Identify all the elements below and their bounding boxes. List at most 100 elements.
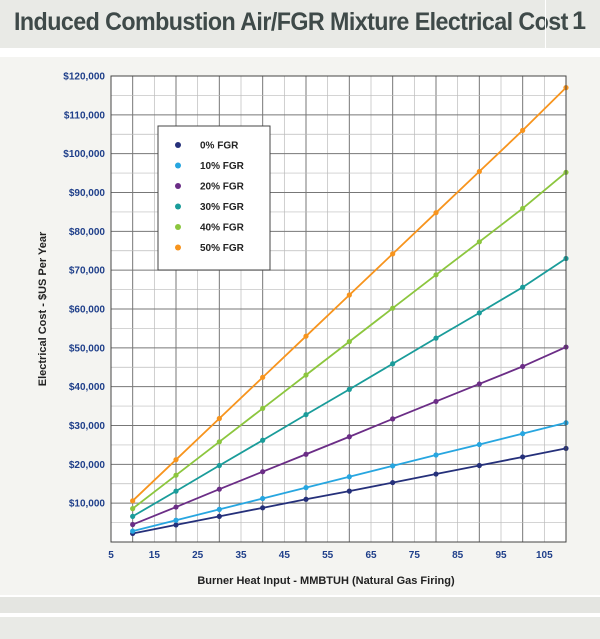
y-tick-label: $50,000: [69, 343, 106, 354]
header-bar: Induced Combustion Air/FGR Mixture Elect…: [0, 0, 600, 48]
data-point: [303, 412, 309, 418]
data-point: [303, 496, 309, 502]
x-tick-label: 105: [536, 550, 553, 561]
data-point: [260, 505, 266, 511]
data-point: [173, 504, 179, 510]
data-point: [476, 168, 482, 175]
data-point: [216, 415, 222, 422]
figure-number: 1: [572, 7, 586, 35]
legend-label: 50% FGR: [200, 243, 245, 254]
legend-marker: [175, 162, 181, 169]
x-tick-label: 5: [108, 550, 114, 561]
data-point: [520, 454, 526, 460]
data-point: [433, 335, 439, 341]
y-tick-label: $90,000: [69, 188, 106, 199]
data-point: [260, 469, 266, 475]
x-tick-label: 35: [235, 550, 247, 561]
data-point: [390, 361, 396, 367]
data-point: [520, 284, 526, 290]
data-point: [216, 513, 222, 519]
legend-marker: [175, 183, 181, 189]
legend-label: 20% FGR: [200, 182, 245, 193]
y-axis-ticks: $10,000 $20,000 $30,000 $40,000 $50,000 $60,0…: [63, 72, 105, 510]
legend-marker: [175, 224, 181, 230]
data-point: [520, 205, 526, 212]
data-point: [130, 498, 136, 504]
y-tick-label: $20,000: [69, 460, 106, 471]
series-group: [130, 420, 569, 534]
data-point: [173, 522, 179, 528]
data-point: [476, 462, 482, 469]
series-group: [130, 169, 569, 512]
y-tick-label: $100,000: [63, 149, 105, 160]
data-point: [476, 441, 482, 448]
data-point: [520, 431, 526, 437]
y-tick-label: $80,000: [69, 227, 106, 238]
data-point: [346, 434, 352, 440]
series-layer: [130, 85, 569, 537]
data-point: [433, 452, 439, 458]
data-point: [433, 210, 439, 216]
data-point: [390, 463, 396, 469]
data-point: [130, 506, 136, 512]
series-group: [130, 255, 569, 519]
x-tick-label: 15: [149, 550, 161, 561]
plot-frame: [110, 75, 567, 543]
legend-marker: [175, 203, 181, 210]
data-point: [130, 528, 136, 534]
data-point: [216, 506, 222, 512]
data-point: [476, 381, 482, 387]
data-point: [173, 457, 179, 463]
data-point: [346, 339, 352, 345]
data-point: [303, 485, 309, 491]
data-point: [520, 127, 526, 133]
data-point: [476, 310, 482, 316]
y-tick-label: $10,000: [69, 499, 106, 510]
header-divider: [545, 0, 546, 48]
series-group: [130, 85, 569, 504]
data-point: [303, 451, 309, 457]
data-point: [433, 272, 439, 278]
data-point: [260, 374, 266, 380]
data-point: [260, 405, 266, 412]
data-point: [130, 521, 136, 528]
data-point: [520, 363, 526, 370]
x-tick-label: 45: [279, 550, 291, 561]
y-axis-label: Electrical Cost - $US Per Year: [37, 231, 49, 386]
x-axis-ticks: 5 15 25 35 45 55 65 75 85 95 105: [108, 550, 553, 561]
data-point: [130, 513, 136, 519]
x-tick-label: 85: [452, 550, 464, 561]
legend-label: 40% FGR: [200, 223, 245, 234]
data-point: [346, 292, 352, 298]
data-point: [390, 479, 396, 486]
data-point: [346, 386, 352, 392]
data-point: [433, 471, 439, 477]
legend: 0% FGR 10% FGR 20% FGR 30% FGR 40% FGR 50% FG…: [157, 125, 271, 271]
data-point: [260, 437, 266, 443]
data-point: [303, 372, 309, 378]
data-point: [260, 495, 266, 502]
data-point: [173, 472, 179, 478]
data-point: [390, 305, 396, 311]
footer-band: [0, 597, 600, 613]
x-tick-label: 95: [495, 550, 507, 561]
y-tick-label: $60,000: [69, 305, 106, 316]
data-point: [433, 398, 439, 405]
data-point: [346, 488, 352, 494]
data-point: [390, 251, 396, 257]
series-group: [130, 344, 569, 528]
legend-marker: [175, 244, 181, 251]
legend-marker: [175, 142, 181, 148]
y-tick-label: $110,000: [64, 110, 106, 121]
y-tick-label: $120,000: [63, 72, 105, 83]
x-tick-label: 65: [365, 550, 377, 561]
data-point: [216, 486, 222, 492]
data-point: [390, 416, 396, 422]
page-title: Induced Combustion Air/FGR Mixture Elect…: [14, 8, 568, 36]
data-point: [216, 462, 222, 469]
y-tick-label: $30,000: [69, 421, 106, 432]
footer-band-lower: [0, 617, 600, 639]
data-point: [216, 439, 222, 445]
x-axis-label: Burner Heat Input - MMBTUH (Natural Gas …: [197, 575, 455, 587]
data-point: [173, 488, 179, 494]
